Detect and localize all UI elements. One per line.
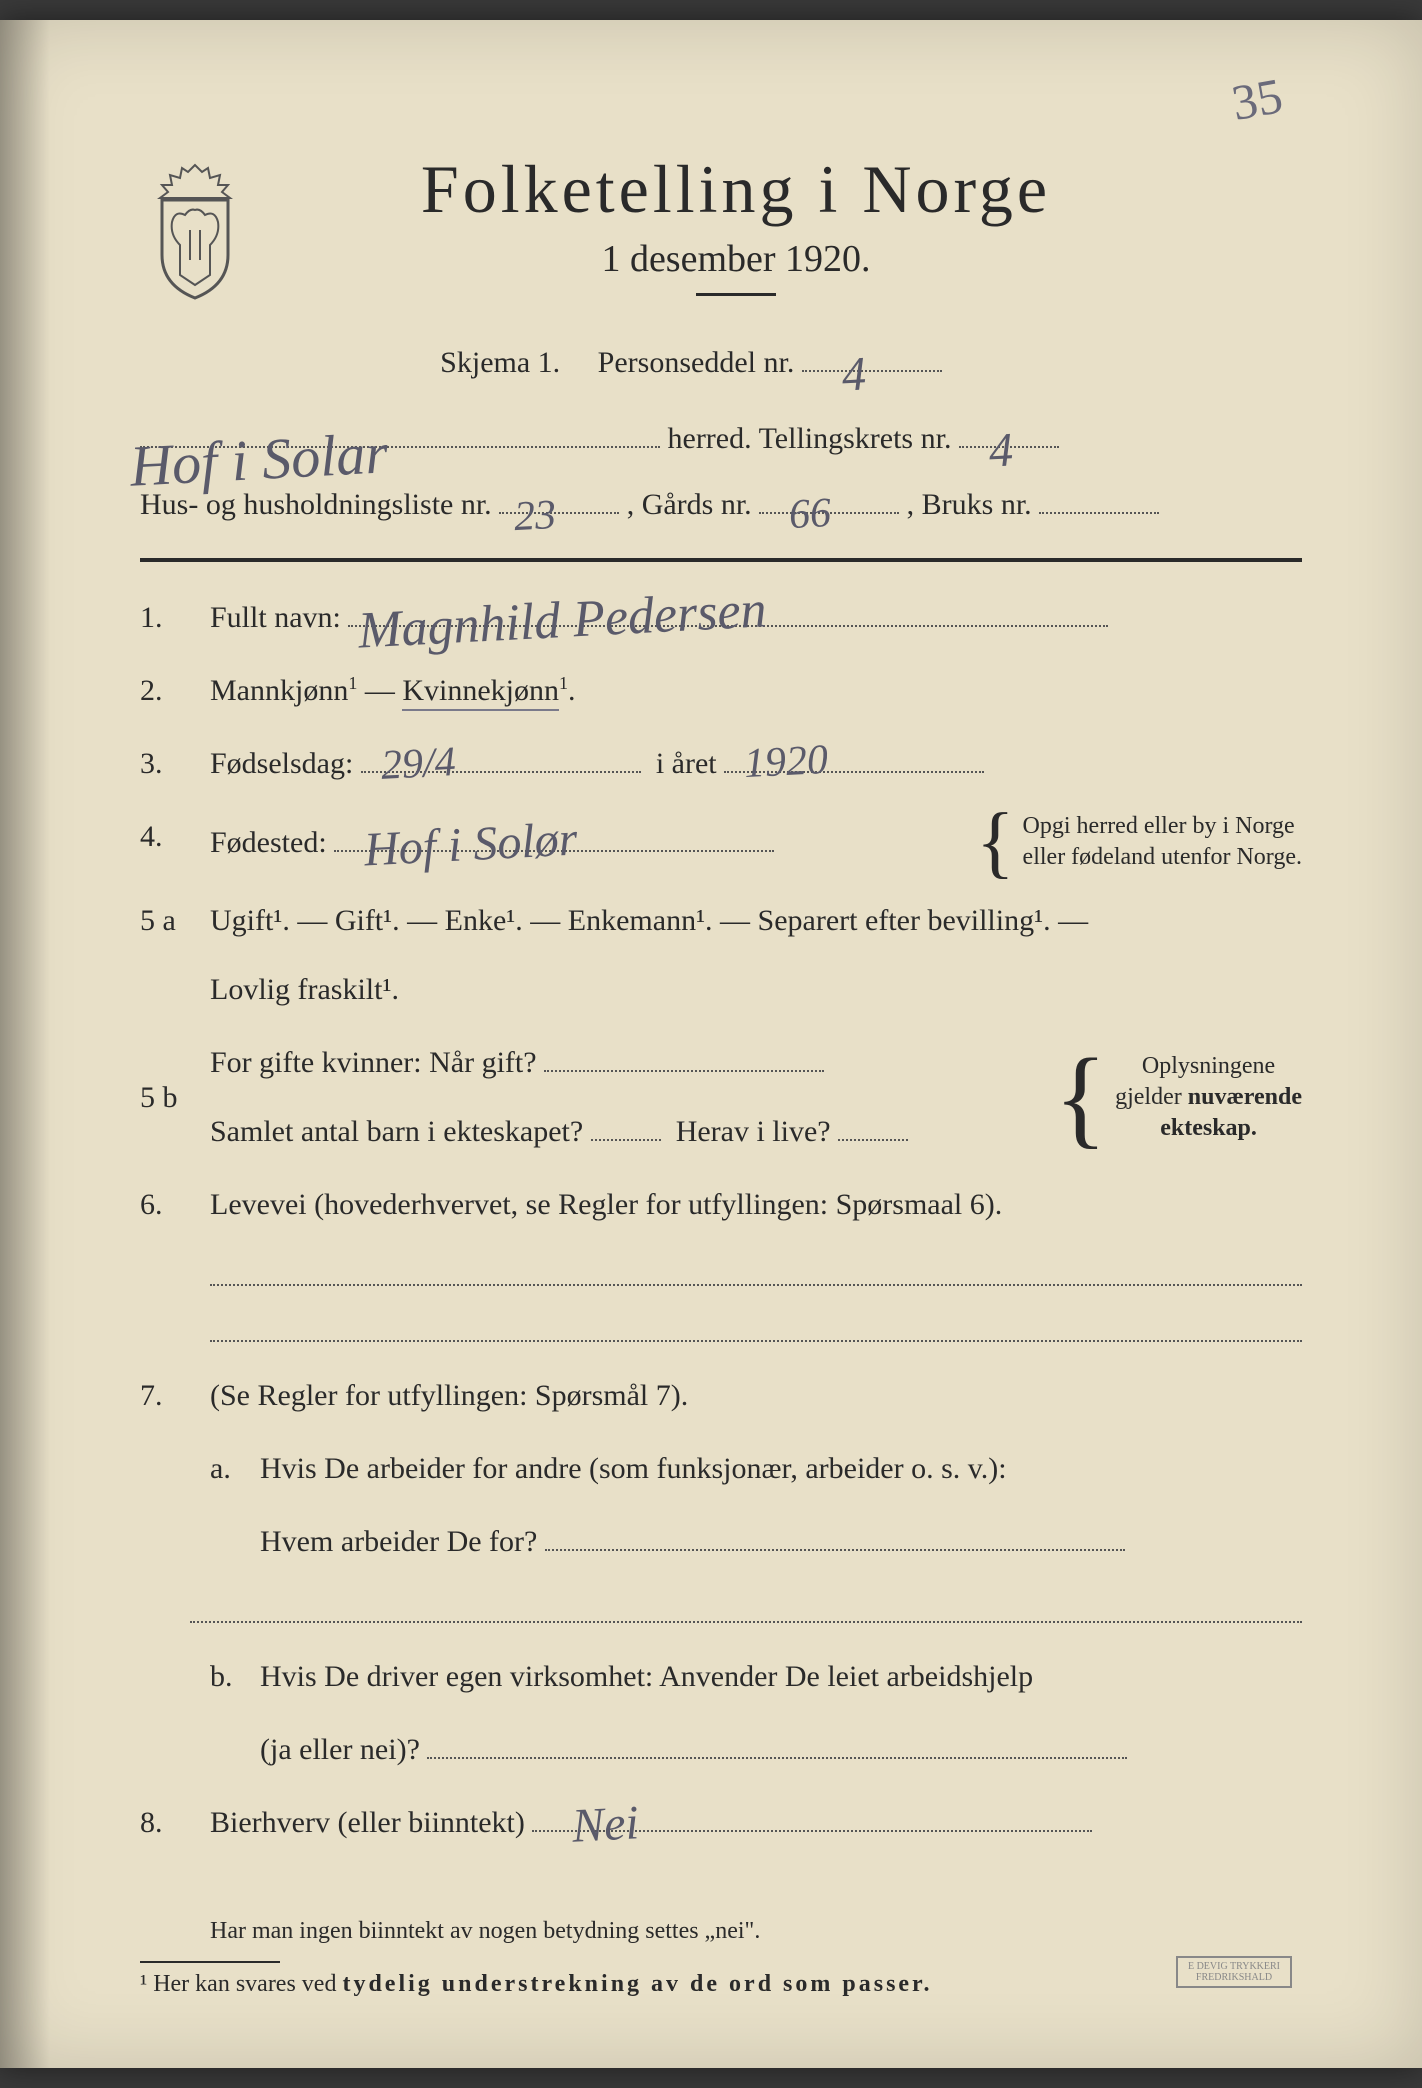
q7a-num: a. — [210, 1443, 260, 1494]
q5b-l2a: Samlet antal barn i ekteskapet? — [210, 1115, 583, 1148]
brace-icon: { — [1054, 1064, 1107, 1130]
q4-value: Hof i Solør — [362, 798, 579, 891]
gards-value: 66 — [787, 467, 834, 561]
census-form-page: 35 Folketelling i Norge 1 desember 1920.… — [0, 20, 1422, 2068]
q5b-num: 5 b — [140, 1072, 210, 1123]
coat-of-arms-icon — [140, 160, 250, 300]
q3-val2: 1920 — [742, 725, 830, 801]
q8-num: 8. — [140, 1797, 210, 1848]
q7: 7. (Se Regler for utfyllingen: Spørsmål … — [140, 1370, 1302, 1421]
footer2-pre: ¹ Her kan svares ved — [140, 1971, 342, 1997]
q5b-l2b: Herav i live? — [676, 1115, 831, 1148]
q7a-line1: Hvis De arbeider for andre (som funksjon… — [260, 1443, 1302, 1494]
q5b-note3: ekteskap. — [1115, 1113, 1302, 1144]
main-title: Folketelling i Norge — [280, 150, 1192, 229]
q5b-l1: For gifte kvinner: Når gift? — [210, 1046, 537, 1079]
title-rule — [696, 293, 776, 296]
q7a: a. Hvis De arbeider for andre (som funks… — [210, 1443, 1302, 1567]
blank-line — [210, 1258, 1302, 1286]
stamp-text: E DEVIG TRYKKERI FREDRIKSHALD — [1188, 1961, 1280, 1983]
q6-num: 6. — [140, 1179, 210, 1230]
title-block: Folketelling i Norge 1 desember 1920. — [280, 150, 1302, 296]
q4: 4. Fødested: Hof i Solør { Opgi herred e… — [140, 811, 1302, 873]
q7b-line1: Hvis De driver egen virksomhet: Anvender… — [260, 1651, 1302, 1702]
q7b-num: b. — [210, 1651, 260, 1702]
printer-stamp: E DEVIG TRYKKERI FREDRIKSHALD — [1176, 1956, 1292, 1988]
q2-num: 2. — [140, 665, 210, 716]
q4-note: Opgi herred eller by i Norge eller fødel… — [1023, 811, 1302, 873]
header: Folketelling i Norge 1 desember 1920. — [140, 150, 1302, 300]
q3-num: 3. — [140, 738, 210, 789]
q3-label1: Fødselsdag: — [210, 747, 353, 780]
personseddel-label: Personseddel nr. — [598, 346, 795, 379]
q8-value: Nei — [570, 1783, 641, 1868]
q4-num: 4. — [140, 811, 210, 862]
q5b-note2: gjelder nuværende — [1115, 1082, 1302, 1113]
subtitle: 1 desember 1920. — [280, 237, 1192, 281]
q7-num: 7. — [140, 1370, 210, 1421]
hus-label3: , Bruks nr. — [907, 488, 1032, 521]
husliste-value: 23 — [512, 469, 559, 563]
footer-rule — [140, 1961, 280, 1963]
q1-label: Fullt navn: — [210, 601, 341, 634]
q4-note1: Opgi herred eller by i Norge — [1023, 811, 1302, 842]
q5b-note1: Oplysningene — [1115, 1051, 1302, 1082]
q4-label: Fødested: — [210, 826, 327, 859]
q5a-num: 5 a — [140, 895, 210, 946]
q5a-text2: Lovlig fraskilt¹. — [210, 964, 1302, 1015]
divider-heavy — [140, 558, 1302, 562]
q3-val1: 29/4 — [379, 727, 457, 802]
q7b: b. Hvis De driver egen virksomhet: Anven… — [210, 1651, 1302, 1775]
q4-note2: eller fødeland utenfor Norge. — [1023, 842, 1302, 873]
q8: 8. Bierhverv (eller biinntekt) Nei — [140, 1797, 1302, 1848]
q5a: 5 a Ugift¹. — Gift¹. — Enke¹. — Enkemann… — [140, 895, 1302, 1015]
footer2-bold: tydelig understrekning av de ord som pas… — [342, 1971, 932, 1997]
q5b-note: Oplysningene gjelder nuværende ekteskap. — [1115, 1051, 1302, 1145]
q7b-line2: (ja eller nei)? — [260, 1733, 420, 1766]
q5b: 5 b For gifte kvinner: Når gift? Samlet … — [140, 1037, 1302, 1157]
q2-text: Mannkjønn1 — Kvinnekjønn1. — [210, 674, 575, 707]
q5a-text: Ugift¹. — Gift¹. — Enke¹. — Enkemann¹. —… — [210, 895, 1302, 946]
q8-label: Bierhverv (eller biinntekt) — [210, 1806, 525, 1839]
blank-line — [190, 1595, 1302, 1623]
brace-icon: { — [976, 818, 1014, 866]
hus-label2: , Gårds nr. — [627, 488, 752, 521]
herred-label: herred. Tellingskrets nr. — [668, 422, 952, 455]
q7-text: (Se Regler for utfyllingen: Spørsmål 7). — [210, 1370, 1302, 1421]
q2: 2. Mannkjønn1 — Kvinnekjønn1. — [140, 665, 1302, 716]
q1-num: 1. — [140, 592, 210, 643]
hus-label1: Hus- og husholdningsliste nr. — [140, 488, 492, 521]
q1: 1. Fullt navn: Magnhild Pedersen — [140, 592, 1302, 643]
footer-note2: ¹ Her kan svares ved tydelig understrekn… — [140, 1971, 1302, 1998]
q1-value: Magnhild Pedersen — [356, 566, 769, 676]
q3: 3. Fødselsdag: 29/4 i året 1920 — [140, 738, 1302, 789]
corner-annotation: 35 — [1227, 66, 1286, 132]
herred-line: Hof i Solar herred. Tellingskrets nr. 4 — [140, 406, 1302, 472]
blank-line — [210, 1314, 1302, 1342]
skjema-line: Skjema 1. Personseddel nr. 4 — [140, 330, 1302, 396]
q7a-line2: Hvem arbeider De for? — [260, 1525, 537, 1558]
q6-text: Levevei (hovederhvervet, se Regler for u… — [210, 1179, 1302, 1230]
footer-note1: Har man ingen biinntekt av nogen betydni… — [210, 1918, 1302, 1945]
hus-line: Hus- og husholdningsliste nr. 23 , Gårds… — [140, 472, 1302, 538]
footer: Har man ingen biinntekt av nogen betydni… — [140, 1918, 1302, 1998]
q3-label2: i året — [656, 747, 717, 780]
q6: 6. Levevei (hovederhvervet, se Regler fo… — [140, 1179, 1302, 1230]
skjema-label: Skjema 1. — [440, 346, 560, 379]
